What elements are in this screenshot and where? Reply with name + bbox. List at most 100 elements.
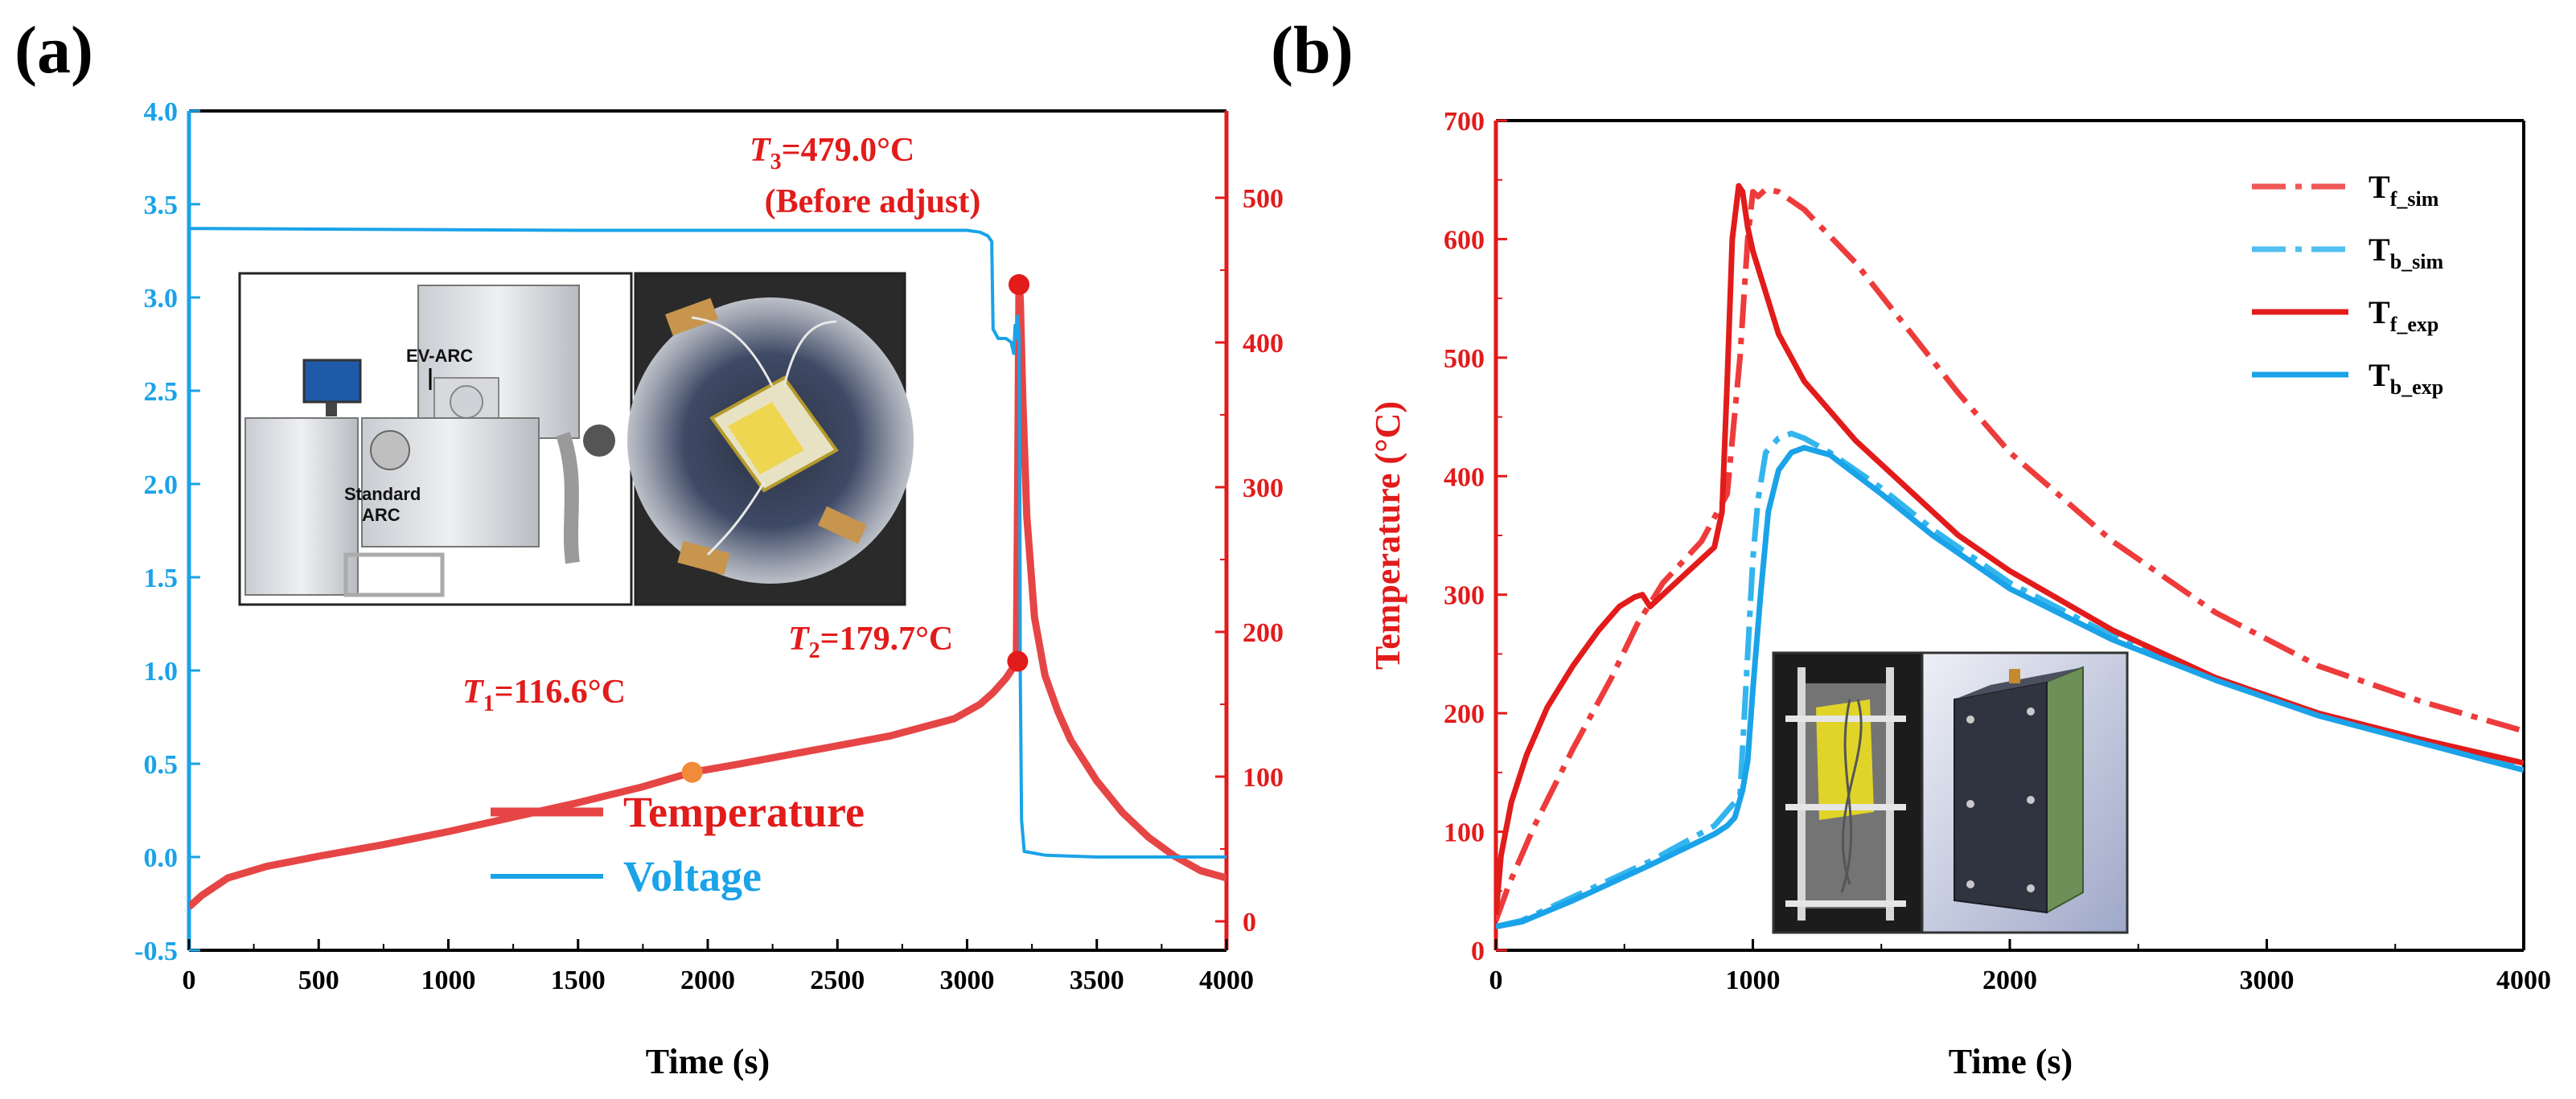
copper-tape-1	[665, 297, 718, 336]
panel-b-y-tick-label: 500	[1444, 344, 1485, 374]
panel-b-y-tick-label: 400	[1444, 462, 1485, 492]
panel-a-left-tick-label: -0.5	[134, 937, 178, 966]
legend-tf-exp-sub: f_exp	[2390, 313, 2439, 336]
inset-cad-model	[1921, 651, 2129, 934]
panel-a-left-tick-label: 1.5	[144, 564, 179, 593]
panel-b-x-tick-label: 2000	[1982, 966, 2037, 995]
fixture-rod-right	[1886, 667, 1894, 921]
panel-a-x-tick-label: 3000	[940, 966, 995, 995]
panel-b-y-tick-label: 700	[1444, 107, 1485, 137]
panel-a-right-tick-label: 300	[1243, 474, 1284, 503]
panel-a-x-tick-label: 2500	[810, 966, 865, 995]
annotation-t1-symbol: T	[462, 674, 485, 711]
panel-a-series	[189, 111, 1226, 910]
panel-b: 0 1000 2000 3000 40000100200300400500600700 …	[1368, 107, 2551, 1081]
inset-fixture-photo	[1772, 651, 1924, 934]
panel-a-left-tick-label: 4.0	[144, 97, 179, 127]
panel-b-x-tick-label: 3000	[2240, 966, 2295, 995]
panel-a-markers	[681, 274, 1029, 783]
cad-bolt-2	[2027, 707, 2035, 716]
cad-bolt-1	[1966, 716, 1974, 724]
fixture-rod-left	[1797, 667, 1806, 921]
panel-a-right-tick-label: 400	[1243, 329, 1284, 359]
panel-b-y-tick-label: 600	[1444, 225, 1485, 255]
panel-a-right-tick-label: 500	[1243, 184, 1284, 214]
exhaust-hose	[556, 432, 580, 564]
series-line-b-exp	[1496, 445, 2524, 929]
panel-a-x-tick-label: 0	[183, 966, 196, 995]
panel-b-legend: Tf_sim Tb_sim Tf_exp Tb_exp	[2252, 169, 2443, 399]
panel-b-y-tick-label: 300	[1444, 581, 1485, 611]
fixture-wires	[1840, 699, 1863, 893]
legend-tf-sim-label: Tf_sim	[2369, 169, 2439, 211]
cad-bolt-5	[1966, 880, 1974, 888]
legend-tf-exp-label: Tf_exp	[2369, 294, 2438, 336]
voltage-line	[189, 111, 1226, 859]
panel-b-y-tick-label: 100	[1444, 818, 1485, 848]
legend-tb-exp-symbol: T	[2369, 357, 2390, 393]
legend-tb-exp-label: Tb_exp	[2369, 357, 2443, 399]
annotation-t3-value: =479.0°C	[782, 132, 915, 169]
panel-a-left-tick-label: 0.5	[144, 750, 179, 780]
legend-tf-exp-symbol: T	[2369, 294, 2390, 330]
cad-side-plate	[2046, 666, 2084, 914]
panel-a-x-tick-label: 4000	[1199, 966, 1254, 995]
annotation-t2: T2=179.7°C	[788, 621, 953, 663]
panel-a-right-tick-label: 100	[1243, 763, 1284, 793]
series-line-f-sim	[1496, 187, 2524, 922]
annotation-t1-sub: 1	[483, 691, 495, 716]
thermocouple-wires	[691, 316, 837, 556]
annotation-t3-note: (Before adjust)	[765, 183, 981, 220]
annotation-t2-sub: 2	[809, 638, 820, 663]
panel-b-y-tick-label: 0	[1471, 937, 1485, 966]
annotation-t1: T1=116.6°C	[462, 674, 626, 716]
panel-b-x-tick-label: 1000	[1726, 966, 1781, 995]
standard-arc-lid	[370, 430, 410, 470]
legend-tf-sim-symbol: T	[2369, 169, 2390, 205]
fixture-bar-3	[1785, 900, 1906, 907]
legend-temperature-label: Temperature	[623, 788, 865, 836]
inset-label-arc: ARC	[362, 505, 401, 525]
panel-b-ticks: 0 1000 2000 3000 4000 0 100 200 300 400 500 600 700	[1444, 107, 2551, 995]
panel-a-left-tick-label: 1.0	[144, 657, 179, 687]
panel-a-left-tick-label: 2.0	[144, 470, 179, 500]
battery-tape	[728, 402, 804, 474]
panel-a-x-tick-label: 2000	[680, 966, 735, 995]
inset-arc-photo: EV-ARC Standard ARC	[238, 272, 633, 606]
panel-a-left-tick-label: 2.5	[144, 377, 179, 407]
panel-a-legend: Temperature Voltage	[491, 788, 865, 900]
panel-b-series	[1496, 182, 2524, 929]
panel-a-x-tick-label: 3500	[1070, 966, 1124, 995]
cad-bolt-6	[2027, 884, 2035, 892]
legend-tf-sim-sub: f_sim	[2390, 187, 2439, 211]
cad-terminal	[2009, 669, 2020, 683]
panel-a-right-tick-label: 200	[1243, 618, 1284, 648]
inset-label-standard: Standard	[344, 484, 421, 504]
annotation-t3: T3=479.0°C	[750, 132, 914, 174]
annotation-t2-symbol: T	[788, 621, 811, 658]
panel-a-left-tick-label: 0.0	[144, 843, 179, 873]
inset-chamber-photo	[627, 272, 914, 606]
monitor	[302, 359, 362, 404]
panel-a: 0 500 1000 1500 2000 2500 3000 3500 4000-0.50.00…	[134, 97, 1284, 1081]
panel-a-label: (a)	[14, 13, 93, 88]
series-line-f-exp	[1496, 182, 2524, 916]
copper-tape-3	[677, 540, 730, 576]
cad-bolt-4	[2027, 796, 2035, 804]
panel-b-y-axis-title: Temperature (°C)	[1368, 401, 1407, 670]
legend-tb-sim-symbol: T	[2369, 232, 2390, 268]
panel-a-x-tick-label: 1000	[421, 966, 476, 995]
annotation-marker-t3	[1009, 274, 1029, 295]
ev-arc-port	[450, 385, 483, 419]
annotation-marker-t1	[681, 761, 703, 783]
annotation-t2-value: =179.7°C	[820, 621, 954, 658]
monitor-stand	[326, 402, 337, 416]
panel-a-x-axis-title: Time (s)	[646, 1042, 770, 1081]
support-frame	[343, 552, 445, 597]
legend-voltage-label: Voltage	[623, 852, 762, 900]
inset-label-ev-arc: EV-ARC	[406, 346, 473, 366]
panel-a-right-tick-label: 0	[1243, 908, 1256, 937]
legend-tb-sim-sub: b_sim	[2390, 250, 2444, 273]
exhaust-fan	[583, 424, 615, 457]
